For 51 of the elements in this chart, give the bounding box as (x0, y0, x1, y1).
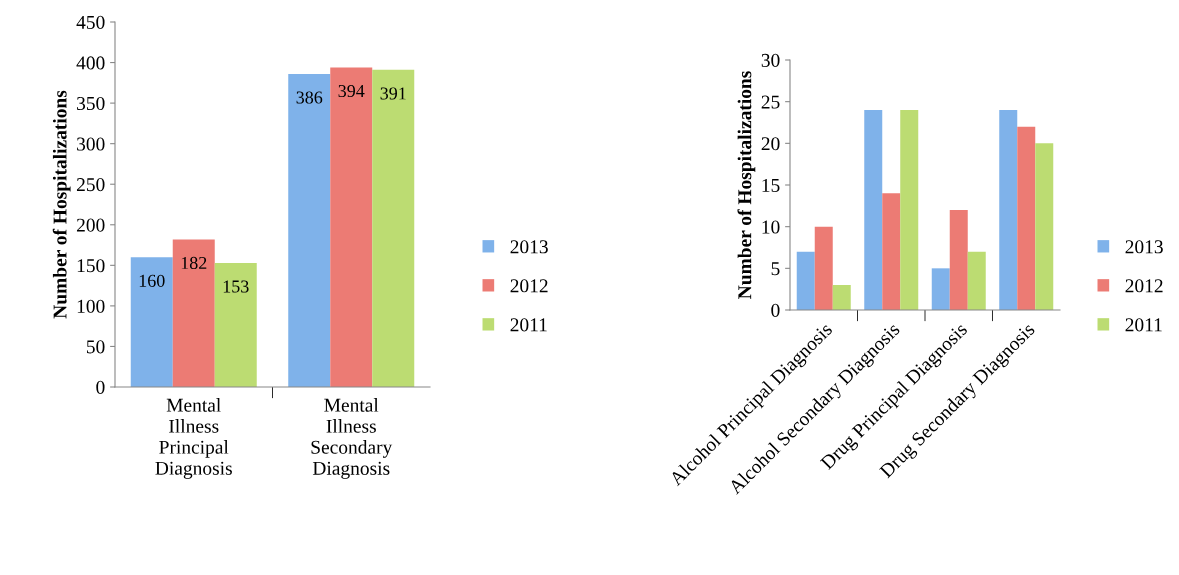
bar (288, 73, 331, 387)
bar (172, 239, 215, 387)
y-tick-label: 400 (76, 56, 105, 70)
y-tick-label: 250 (76, 178, 105, 192)
y-tick-label: 150 (77, 259, 105, 273)
bar (864, 110, 883, 310)
data-label: 386 (296, 91, 323, 104)
x-tick-label: Mental Illness Principal Diagnosis (155, 398, 232, 479)
data-label: 182 (181, 256, 207, 270)
bar (814, 226, 833, 310)
bar (882, 193, 901, 310)
y-tick-label: 25 (761, 95, 780, 109)
legend-label: 2011 (1125, 318, 1162, 332)
y-tick-label: 50 (86, 340, 105, 354)
bar (832, 285, 851, 310)
y-tick-label: 300 (77, 137, 105, 151)
bar (1017, 126, 1036, 310)
y-tick-label: 10 (762, 220, 780, 234)
data-label: 153 (223, 280, 249, 293)
x-tick-label: Mental Illness Secondary Diagnosis (311, 398, 393, 479)
legend-label: 2012 (510, 279, 548, 293)
y-axis-title: Number of Hospitalizations (737, 71, 756, 299)
bar (900, 110, 919, 310)
y-tick-label: 100 (77, 299, 105, 313)
data-label: 394 (338, 84, 365, 98)
bar (372, 69, 415, 387)
legend-label: 2012 (1125, 279, 1163, 293)
y-tick-label: 20 (761, 137, 780, 151)
bar (330, 67, 373, 387)
bar (130, 257, 173, 387)
data-label: 391 (380, 87, 406, 100)
y-tick-label: 350 (77, 96, 105, 111)
bar (949, 210, 968, 310)
data-label: 160 (139, 274, 165, 287)
bar (1035, 143, 1054, 310)
y-axis-title: Number of Hospitalizations (52, 90, 71, 319)
y-tick-label: 15 (762, 178, 780, 192)
legend-label: 2011 (510, 318, 547, 332)
y-tick-label: 5 (771, 262, 780, 276)
bar (214, 262, 257, 387)
y-tick-label: 0 (96, 380, 105, 394)
y-tick-label: 450 (76, 15, 105, 29)
bar (999, 110, 1018, 310)
y-tick-label: 200 (76, 218, 105, 232)
y-tick-label: 30 (761, 53, 780, 67)
legend-label: 2013 (1125, 240, 1163, 254)
y-tick-label: 0 (771, 303, 780, 317)
bar (967, 251, 986, 310)
bar (796, 251, 815, 310)
legend-label: 2013 (510, 240, 548, 254)
bar (931, 268, 950, 310)
